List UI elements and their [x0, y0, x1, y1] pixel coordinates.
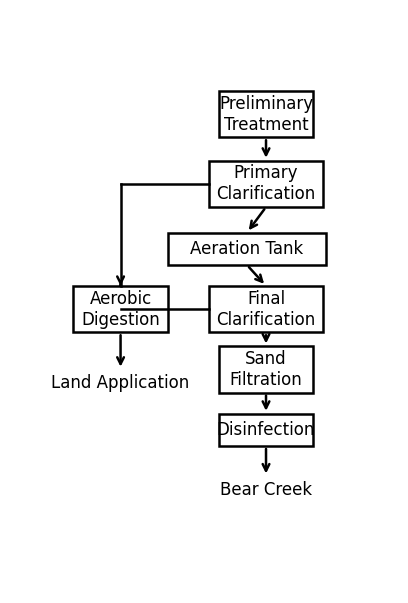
Text: Land Application: Land Application: [51, 374, 190, 393]
Text: Final
Clarification: Final Clarification: [216, 290, 316, 329]
FancyBboxPatch shape: [168, 233, 326, 265]
FancyBboxPatch shape: [219, 346, 313, 393]
FancyBboxPatch shape: [219, 414, 313, 446]
FancyBboxPatch shape: [73, 286, 168, 332]
Text: Sand
Filtration: Sand Filtration: [230, 350, 302, 389]
FancyBboxPatch shape: [209, 286, 323, 332]
Text: Bear Creek: Bear Creek: [220, 481, 312, 499]
Text: Primary
Clarification: Primary Clarification: [216, 165, 316, 203]
Text: Aeration Tank: Aeration Tank: [191, 240, 304, 258]
FancyBboxPatch shape: [219, 91, 313, 137]
Text: Aerobic
Digestion: Aerobic Digestion: [81, 290, 160, 329]
FancyBboxPatch shape: [209, 160, 323, 207]
Text: Preliminary
Treatment: Preliminary Treatment: [219, 95, 313, 133]
Text: Disinfection: Disinfection: [217, 421, 315, 439]
